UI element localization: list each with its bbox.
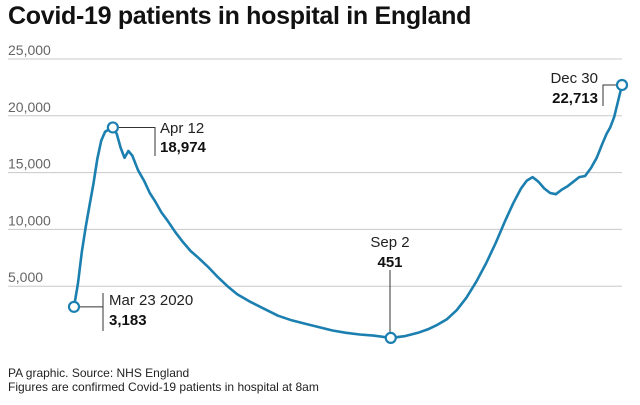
gridlines [8,58,622,287]
annotation-date: Sep 2 [370,234,409,251]
annotation-date: Apr 12 [160,120,204,137]
y-tick-label: 15,000 [8,156,51,172]
chart-title: Covid-19 patients in hospital in England [8,2,472,30]
y-tick-label: 10,000 [8,212,51,228]
annotation-value: 3,183 [109,312,147,329]
y-axis-ticks: 5,000 10,000 15,000 20,000 25,000 [8,42,51,285]
annotation-marker [67,300,81,313]
line-chart: 5,000 10,000 15,000 20,000 25,000 Apr 12 18,9… [8,42,629,344]
annotation-value: 451 [377,254,402,271]
note-text: Figures are confirmed Covid-19 patients … [8,380,319,394]
annotation-value: 18,974 [160,139,207,156]
annotation-leader [80,306,104,331]
annotation-marker [106,121,119,134]
annotation-date: Dec 30 [550,70,598,87]
annotation-value: 22,713 [552,90,598,107]
series-line [72,83,624,340]
annotation-leader [602,84,616,106]
annotation-marker [615,78,629,92]
footer: PA graphic. Source: NHS England Figures … [8,366,319,394]
y-tick-label: 25,000 [8,42,51,58]
y-tick-label: 5,000 [8,269,43,285]
annotation-leader [118,126,156,156]
source-text: PA graphic. Source: NHS England [8,366,190,380]
annotation-date: Mar 23 2020 [109,292,193,309]
annotations: Apr 12 18,974 Mar 23 2020 3,183 Sep 2 451 Dec … [67,70,629,344]
y-tick-label: 20,000 [8,99,51,115]
annotation-marker [384,331,397,344]
